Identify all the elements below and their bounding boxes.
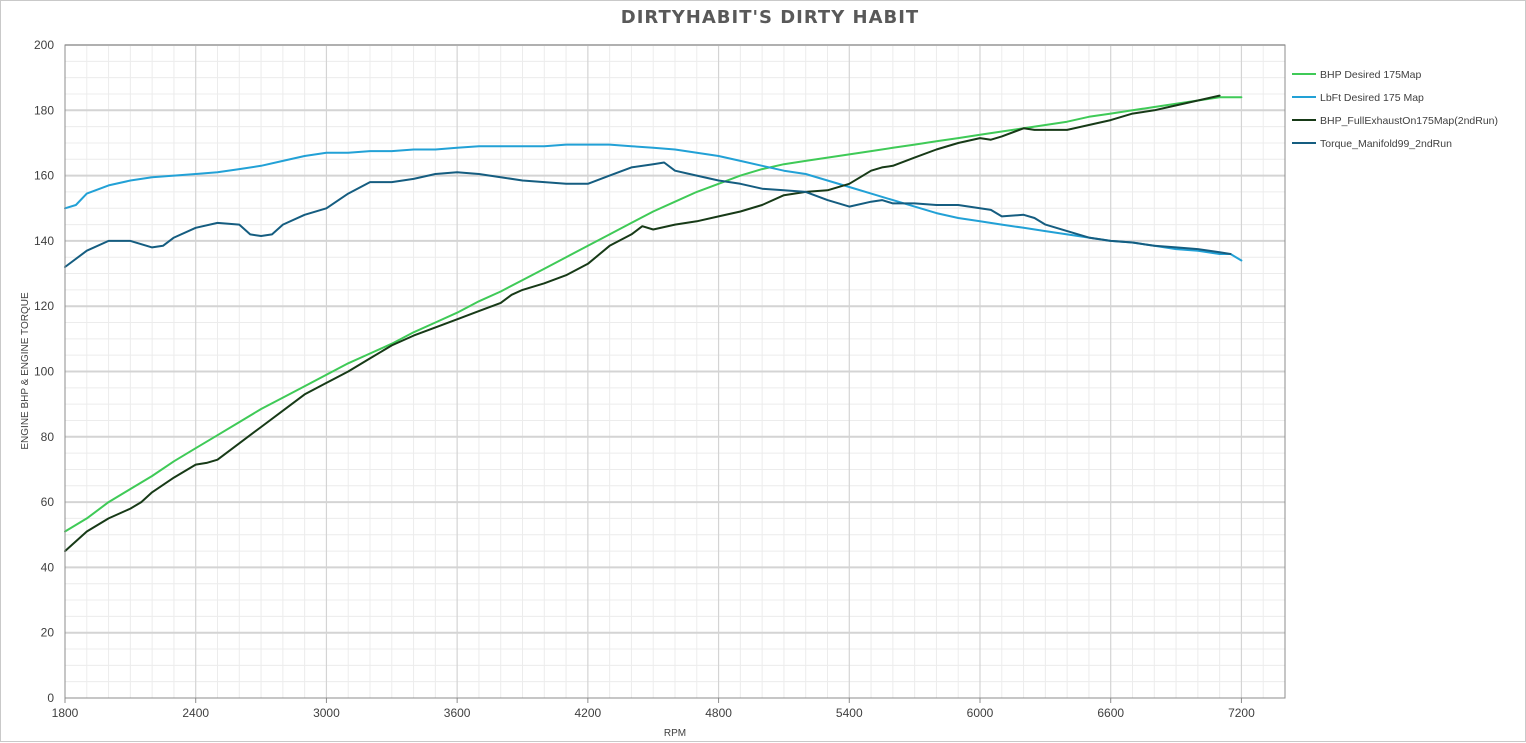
- grid: [65, 44, 1285, 698]
- y-tick-label: 20: [41, 626, 55, 640]
- x-tick-label: 4800: [705, 706, 732, 720]
- series-line-2: [64, 143, 1243, 262]
- y-axis-title: ENGINE BHP & ENGINE TORQUE: [20, 292, 31, 450]
- x-tick-label: 4200: [575, 706, 602, 720]
- series-lines: [64, 94, 1243, 553]
- x-axis-title: RPM: [664, 728, 686, 739]
- y-tick-label: 100: [34, 365, 54, 379]
- legend-label-2: LbFt Desired 175 Map: [1320, 92, 1424, 104]
- y-tick-label: 60: [41, 495, 55, 509]
- y-tick-label: 80: [41, 430, 55, 444]
- y-tick-label: 120: [34, 299, 54, 313]
- y-tick-label: 40: [41, 560, 55, 574]
- legend: BHP Desired 175Map LbFt Desired 175 Map BH…: [1292, 69, 1498, 150]
- y-tick-label: 200: [34, 38, 54, 52]
- x-tick-label: 7200: [1228, 706, 1255, 720]
- x-tick-label: 1800: [52, 706, 79, 720]
- y-tick-label: 140: [34, 234, 54, 248]
- legend-label-4: Torque_Manifold99_2ndRun: [1320, 138, 1452, 150]
- x-tick-label: 3000: [313, 706, 340, 720]
- x-tick-label: 2400: [182, 706, 209, 720]
- series-line-1: [64, 96, 1243, 533]
- legend-label-1: BHP Desired 175Map: [1320, 69, 1422, 81]
- x-tick-label: 5400: [836, 706, 863, 720]
- legend-label-3: BHP_FullExhaustOn175Map(2ndRun): [1320, 115, 1498, 127]
- axes: 1800 2400 3000 3600 4200 4800 5400 6000 6600 7200…: [34, 38, 1286, 720]
- y-tick-label: 180: [34, 103, 54, 117]
- plot-border: [64, 44, 1286, 699]
- chart-title: DIRTYHABIT'S DIRTY HABIT: [621, 7, 919, 28]
- x-tick-label: 6600: [1097, 706, 1124, 720]
- y-tick-label: 160: [34, 169, 54, 183]
- x-tick-label: 6000: [967, 706, 994, 720]
- series-line-3: [64, 94, 1221, 553]
- x-tick-label: 3600: [444, 706, 471, 720]
- y-tick-label: 0: [47, 691, 54, 705]
- series-line-4: [64, 161, 1232, 268]
